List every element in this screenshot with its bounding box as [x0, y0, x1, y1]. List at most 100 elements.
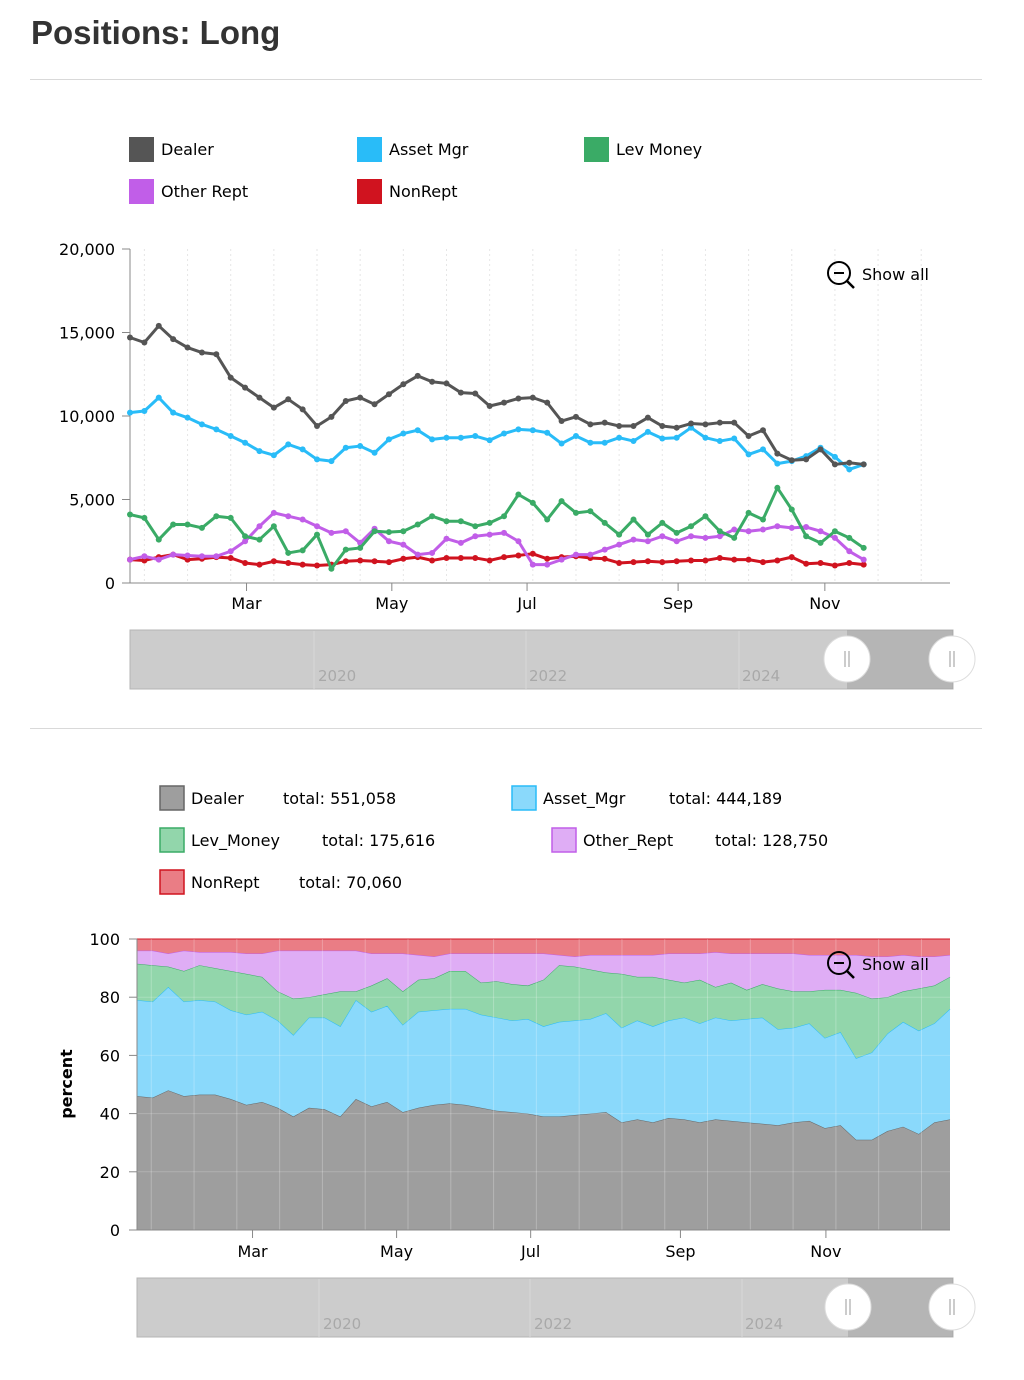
point-lev-money[interactable] — [385, 529, 392, 536]
point-other-rept[interactable] — [788, 524, 795, 531]
point-dealer[interactable] — [198, 349, 205, 356]
point-lev-money[interactable] — [414, 521, 421, 528]
point-dealer[interactable] — [616, 423, 623, 430]
point-nonrept[interactable] — [472, 554, 479, 561]
point-asset-mgr[interactable] — [314, 456, 321, 463]
point-dealer[interactable] — [270, 404, 277, 411]
point-dealer[interactable] — [630, 423, 637, 430]
legend-label-asset-mgr[interactable]: Asset_Mgr — [543, 789, 626, 809]
point-asset-mgr[interactable] — [342, 444, 349, 451]
point-lev-money[interactable] — [860, 544, 867, 551]
point-dealer[interactable] — [601, 419, 608, 426]
point-nonrept[interactable] — [644, 558, 651, 565]
point-lev-money[interactable] — [688, 523, 695, 530]
point-other-rept[interactable] — [242, 538, 249, 545]
point-dealer[interactable] — [745, 433, 752, 440]
point-asset-mgr[interactable] — [759, 446, 766, 453]
point-dealer[interactable] — [644, 414, 651, 421]
point-lev-money[interactable] — [774, 484, 781, 491]
point-nonrept[interactable] — [860, 561, 867, 568]
point-asset-mgr[interactable] — [630, 438, 637, 445]
point-nonrept[interactable] — [803, 560, 810, 567]
point-lev-money[interactable] — [745, 509, 752, 516]
point-dealer[interactable] — [759, 427, 766, 434]
point-other-rept[interactable] — [616, 541, 623, 548]
point-dealer[interactable] — [659, 423, 666, 430]
point-asset-mgr[interactable] — [673, 434, 680, 441]
point-nonrept[interactable] — [429, 557, 436, 564]
point-asset-mgr[interactable] — [587, 439, 594, 446]
point-other-rept[interactable] — [299, 516, 306, 523]
point-asset-mgr[interactable] — [285, 441, 292, 448]
point-asset-mgr[interactable] — [616, 434, 623, 441]
point-nonrept[interactable] — [184, 556, 191, 563]
point-nonrept[interactable] — [515, 552, 522, 559]
point-lev-money[interactable] — [127, 511, 133, 518]
point-lev-money[interactable] — [170, 521, 177, 528]
point-other-rept[interactable] — [429, 549, 436, 556]
point-nonrept[interactable] — [299, 561, 306, 568]
point-asset-mgr[interactable] — [644, 428, 651, 435]
point-lev-money[interactable] — [270, 523, 277, 530]
point-dealer[interactable] — [242, 384, 249, 391]
legend-label-nonrept[interactable]: NonRept — [191, 873, 260, 892]
point-nonrept[interactable] — [529, 550, 536, 557]
point-lev-money[interactable] — [817, 539, 824, 546]
point-nonrept[interactable] — [788, 554, 795, 561]
point-nonrept[interactable] — [688, 557, 695, 564]
point-other-rept[interactable] — [731, 526, 738, 533]
point-nonrept[interactable] — [385, 559, 392, 566]
point-nonrept[interactable] — [227, 554, 234, 561]
point-lev-money[interactable] — [155, 536, 162, 543]
point-other-rept[interactable] — [659, 533, 666, 540]
point-nonrept[interactable] — [702, 557, 709, 564]
point-dealer[interactable] — [285, 396, 292, 403]
legend-label-other-rept[interactable]: Other_Rept — [583, 831, 673, 851]
point-dealer[interactable] — [673, 424, 680, 431]
navigator-left-handle[interactable] — [823, 635, 871, 683]
point-lev-money[interactable] — [242, 533, 249, 540]
point-dealer[interactable] — [141, 339, 148, 346]
point-other-rept[interactable] — [846, 548, 853, 555]
point-lev-money[interactable] — [572, 509, 579, 516]
point-other-rept[interactable] — [644, 538, 651, 545]
point-dealer[interactable] — [328, 413, 335, 420]
time-navigator-2[interactable]: 2020 2022 2024 — [136, 1277, 976, 1338]
point-asset-mgr[interactable] — [716, 438, 723, 445]
point-other-rept[interactable] — [342, 528, 349, 535]
point-other-rept[interactable] — [673, 538, 680, 545]
point-lev-money[interactable] — [544, 516, 551, 523]
point-other-rept[interactable] — [688, 533, 695, 540]
point-dealer[interactable] — [227, 374, 234, 381]
point-nonrept[interactable] — [759, 559, 766, 566]
point-other-rept[interactable] — [127, 556, 133, 563]
point-nonrept[interactable] — [673, 558, 680, 565]
point-asset-mgr[interactable] — [544, 429, 551, 436]
point-other-rept[interactable] — [601, 546, 608, 553]
point-nonrept[interactable] — [371, 558, 378, 565]
point-asset-mgr[interactable] — [702, 434, 709, 441]
point-dealer[interactable] — [716, 419, 723, 426]
point-other-rept[interactable] — [414, 551, 421, 558]
point-asset-mgr[interactable] — [371, 449, 378, 456]
point-other-rept[interactable] — [587, 551, 594, 558]
point-lev-money[interactable] — [213, 513, 220, 520]
point-dealer[interactable] — [443, 380, 450, 387]
point-other-rept[interactable] — [227, 548, 234, 555]
legend-label-dealer[interactable]: Dealer — [161, 140, 214, 159]
point-asset-mgr[interactable] — [170, 409, 177, 416]
point-asset-mgr[interactable] — [414, 427, 421, 434]
point-dealer[interactable] — [831, 461, 838, 468]
point-other-rept[interactable] — [860, 556, 867, 563]
point-lev-money[interactable] — [515, 491, 522, 498]
point-lev-money[interactable] — [429, 513, 436, 520]
point-asset-mgr[interactable] — [227, 433, 234, 440]
legend-label-dealer[interactable]: Dealer — [191, 789, 244, 808]
point-dealer[interactable] — [385, 391, 392, 398]
point-lev-money[interactable] — [587, 508, 594, 515]
point-dealer[interactable] — [314, 423, 321, 430]
point-lev-money[interactable] — [616, 531, 623, 538]
point-lev-money[interactable] — [716, 528, 723, 535]
point-asset-mgr[interactable] — [457, 434, 464, 441]
legend-label-lev-money[interactable]: Lev_Money — [191, 831, 280, 851]
